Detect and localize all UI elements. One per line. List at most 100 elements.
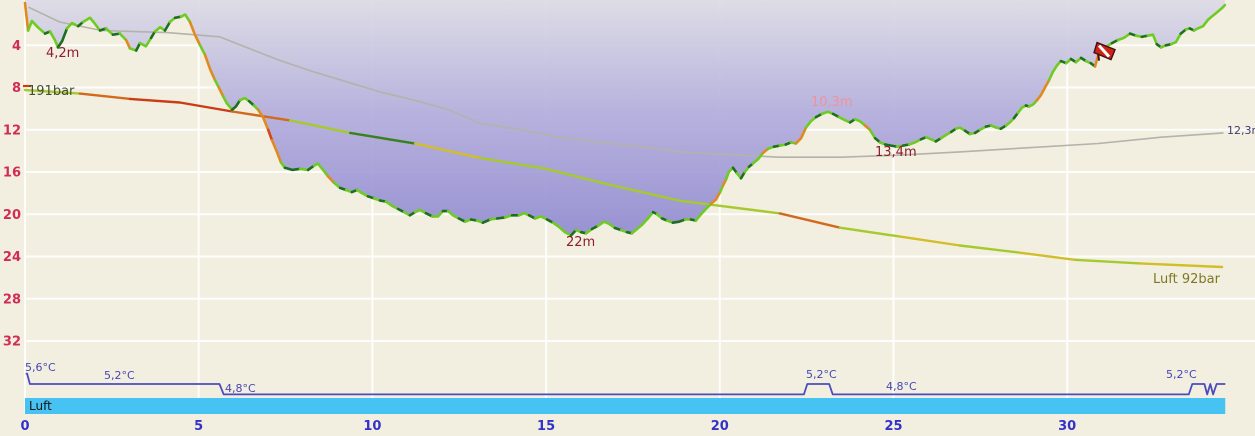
tank-bar-label: Luft [29,399,52,413]
depth-line-segment [312,162,330,178]
depth-line-segment [230,98,242,111]
depth-line-segment [163,20,172,32]
depth-line-segment [238,96,251,103]
depth-line-segment [883,143,899,148]
depth-line-segment [924,135,938,143]
depth-tick-label: 32 [3,335,21,350]
depth-line-segment [794,126,808,145]
average-depth-line [28,6,1224,158]
depth-line-segment [939,130,953,140]
depth-line-segment [1004,116,1016,127]
depth-line-segment [298,167,310,172]
depth-line-segment [1016,104,1028,115]
depth-line-segment [1116,32,1132,42]
depth-line-segment [355,188,370,198]
pressure-line-segment [349,131,417,145]
time-tick-label: 10 [363,419,381,434]
depth-tick-label: 12 [3,123,21,138]
depth-line-segment [868,128,877,140]
time-tick-label: 25 [884,419,902,434]
depth-line-segment [56,27,69,49]
time-tick-label: 30 [1058,419,1076,434]
depth-area [25,0,1225,236]
temperature-label: 5,6°C [25,361,56,374]
pressure-line-segment [128,97,234,113]
annotation-label: Luft 92bar [1153,272,1221,287]
depth-line-segment [134,41,142,52]
depth-line-segment [907,138,923,146]
depth-line-segment [694,202,713,222]
depth-line-segment [153,26,167,33]
depth-line-segment [213,78,221,89]
time-tick-label: 20 [711,419,729,434]
depth-line-segment [124,38,132,50]
depth-line-segment [48,30,60,49]
depth-line-segment [495,216,507,220]
pressure-line-segment [413,142,482,160]
depth-line-segment [1035,78,1051,102]
annotation-label: 4,2m [46,46,79,61]
depth-tick-label: 28 [3,292,21,307]
pressure-line-segment [478,156,782,215]
temperature-label: 5,2°C [806,368,837,381]
depth-line-segment [104,27,115,36]
depth-line-segment [65,21,80,30]
time-tick-label: 5 [194,419,203,434]
annotation-label: 13,4m [875,145,917,160]
depth-line-segment [837,115,852,124]
depth-line-segment [138,36,153,48]
time-tick-label: 0 [20,419,29,434]
depth-line-segment [1192,3,1227,32]
depth-line-segment [671,218,687,224]
annotation-label: 22m [566,235,595,250]
depth-line-segment [853,117,867,127]
depth-line-segment [81,16,102,32]
depth-line-segment [551,221,573,237]
depth-line-segment [630,210,655,235]
tank-bar [25,398,1226,414]
depth-line-segment [1146,33,1159,46]
depth-line-segment [596,220,617,230]
pressure-line-segment [78,92,132,101]
pressure-line-segment [288,119,352,135]
temperature-label: 4,8°C [225,382,256,395]
depth-line-segment [203,53,217,82]
depth-line-segment [26,19,47,35]
depth-line-segment [446,209,461,220]
depth-line-segment [188,20,202,47]
depth-line-segment [1027,98,1039,108]
depth-line-segment [270,139,283,164]
depth-line-segment [23,1,30,32]
pressure-line-segment [838,226,902,238]
depth-line-segment [332,181,342,190]
depth-line-segment [266,128,274,142]
depth-line-segment [533,215,549,221]
depth-line-segment [217,86,225,98]
pressure-line-segment [1018,251,1076,261]
annotation-label: 191bar [28,84,75,99]
depth-line-segment [198,44,207,57]
depth-line-segment [1047,59,1063,82]
depth-line-segment [221,94,234,111]
pressure-line-segment [1073,258,1142,265]
depth-tick-label: 4 [12,39,21,54]
annotation-label: 12,3m [1227,124,1255,137]
depth-line-segment [413,208,428,215]
temperature-line [25,372,1226,396]
depth-line-segment [517,211,531,217]
depth-line-segment [724,166,735,181]
dive-flag-icon [1093,41,1116,61]
depth-line-segment [326,174,336,184]
pressure-line-segment [898,235,962,247]
depth-line-segment [256,108,270,132]
depth-line-segment [989,124,1003,130]
depth-line-segment [751,151,765,165]
depth-tick-label: 20 [3,208,21,223]
depth-line-segment [283,166,302,172]
depth-line-segment [384,200,400,211]
depth-line-segment [709,190,722,205]
depth-tick-label: 24 [3,250,21,265]
depth-line-segment [820,110,835,116]
